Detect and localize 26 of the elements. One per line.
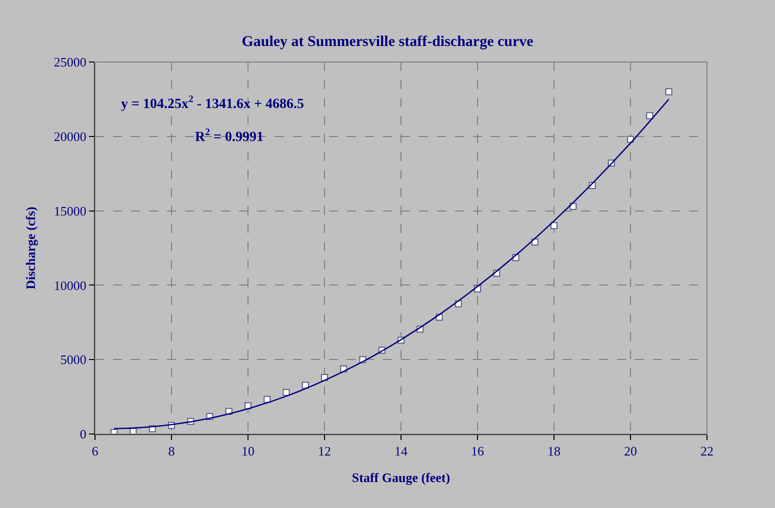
y-tick-label: 5000 [60,352,86,368]
y-tick-label: 20000 [54,128,86,144]
chart-title: Gauley at Summersville staff-discharge curve [242,34,534,50]
point [264,396,271,403]
x-tick-label: 12 [318,444,331,459]
y-tick-label: 10000 [54,278,86,293]
y-tick-label: 25000 [54,54,86,70]
x-tick-label: 10 [242,444,254,459]
x-tick-label: 14 [394,444,408,459]
x-tick-label: 18 [548,444,560,459]
y-tick-label: 0 [80,426,86,442]
y-tick-label: 15000 [54,203,86,218]
x-axis-title: Staff Gauge (feet) [352,470,450,486]
point [646,112,654,120]
point [550,222,558,230]
point [282,388,290,396]
point [302,382,309,389]
x-tick-label: 8 [168,444,175,459]
x-tick-label: 16 [471,444,484,459]
annotation: R$^{2}$ = 0.9991 [195,127,264,145]
x-tick-label: 6 [92,444,99,459]
x-tick-label: 22 [700,444,714,459]
annotation: y = 104.25x$^{2}$ - 1341.6x + 4686.5 [121,94,304,112]
y-axis-title: Discharge (cfs) [22,206,38,290]
point [665,88,672,96]
x-tick-label: 20 [624,444,637,459]
